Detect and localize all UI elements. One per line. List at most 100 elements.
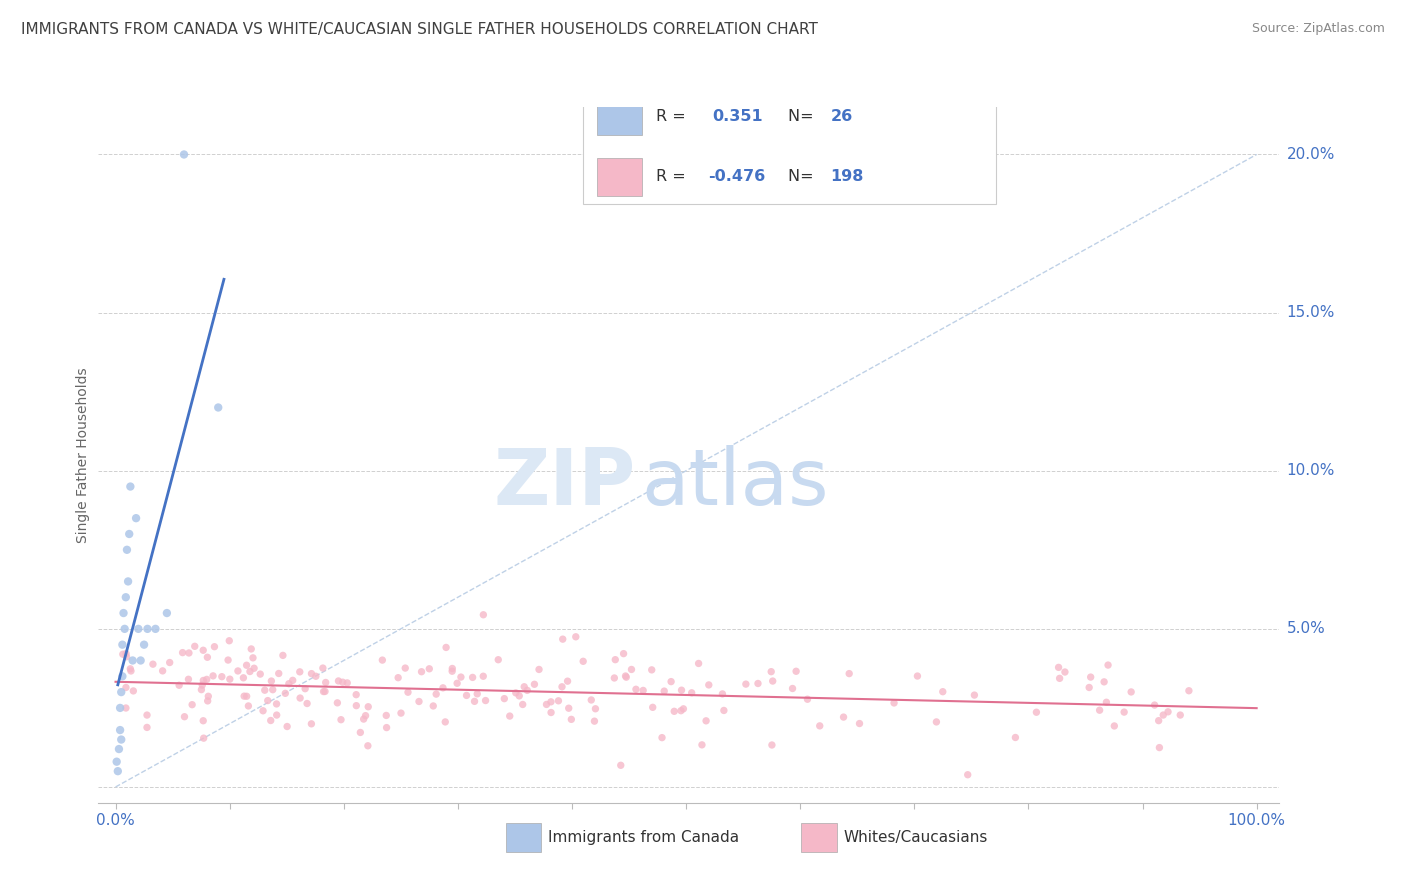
Point xyxy=(217,653,239,667)
Point xyxy=(107,764,129,779)
Point xyxy=(1143,698,1166,712)
Point xyxy=(734,677,756,691)
Point xyxy=(193,673,215,688)
Point xyxy=(883,696,905,710)
Point xyxy=(288,665,311,679)
Point xyxy=(603,671,626,685)
Point xyxy=(925,714,948,729)
Point xyxy=(536,698,558,712)
Point xyxy=(1078,681,1101,695)
Point xyxy=(191,678,214,692)
Point xyxy=(129,653,152,667)
Point xyxy=(446,676,468,690)
Point xyxy=(288,691,311,706)
Point xyxy=(389,706,412,720)
Point xyxy=(614,669,637,683)
Point xyxy=(177,673,200,687)
Point xyxy=(115,649,138,664)
Point xyxy=(512,698,534,712)
Point xyxy=(197,690,219,704)
Point xyxy=(344,688,367,702)
Point xyxy=(115,681,138,695)
Point xyxy=(132,638,155,652)
Point xyxy=(218,672,240,686)
Point xyxy=(456,689,478,703)
Point xyxy=(375,721,398,735)
Point xyxy=(152,664,174,678)
Point xyxy=(572,654,595,668)
Point xyxy=(472,607,495,622)
Point xyxy=(508,689,530,703)
Point xyxy=(1114,705,1136,719)
Point xyxy=(276,719,298,733)
Point xyxy=(620,663,643,677)
Point xyxy=(260,714,283,728)
Point xyxy=(202,669,225,683)
Text: N=: N= xyxy=(789,109,818,124)
Point xyxy=(301,666,323,681)
Point xyxy=(614,670,637,684)
Point xyxy=(441,661,464,675)
Point xyxy=(181,698,204,712)
Point xyxy=(260,673,283,688)
Point xyxy=(1168,708,1191,723)
Point xyxy=(1149,740,1171,755)
Point xyxy=(838,666,860,681)
Text: 10.0%: 10.0% xyxy=(1286,463,1334,478)
Point xyxy=(762,674,785,689)
Point xyxy=(785,665,807,679)
Point xyxy=(242,651,264,665)
Point xyxy=(494,691,516,706)
Point xyxy=(156,606,179,620)
Point xyxy=(432,681,454,695)
Point xyxy=(463,694,485,708)
Point xyxy=(127,622,149,636)
Y-axis label: Single Father Households: Single Father Households xyxy=(76,368,90,542)
Point xyxy=(557,701,579,715)
Point xyxy=(267,666,290,681)
Point xyxy=(112,606,135,620)
Point xyxy=(114,591,136,605)
Point xyxy=(669,704,692,718)
Point xyxy=(652,684,675,698)
Point xyxy=(315,675,337,690)
Point xyxy=(422,698,444,713)
Point xyxy=(581,693,603,707)
Point xyxy=(474,693,496,707)
Point xyxy=(1097,658,1119,673)
Point xyxy=(557,674,579,689)
Point xyxy=(610,758,633,772)
Point xyxy=(328,673,350,688)
Point xyxy=(516,683,538,698)
Point xyxy=(195,673,218,687)
Point xyxy=(173,709,195,723)
Point xyxy=(808,719,831,733)
Point xyxy=(832,710,855,724)
Point xyxy=(120,662,142,676)
Point xyxy=(235,658,257,673)
Point xyxy=(195,650,218,665)
Point xyxy=(565,630,588,644)
Point xyxy=(551,680,574,694)
Point xyxy=(108,701,131,715)
Point xyxy=(295,697,318,711)
Point xyxy=(560,712,582,726)
Point xyxy=(641,663,664,677)
Point xyxy=(326,696,349,710)
Point xyxy=(184,640,207,654)
Point xyxy=(238,698,260,713)
Point xyxy=(266,708,288,723)
Point xyxy=(159,656,181,670)
Point xyxy=(540,706,562,720)
Point xyxy=(167,678,190,692)
Point xyxy=(513,680,536,694)
Point xyxy=(408,694,430,708)
Text: Whites/Caucasians: Whites/Caucasians xyxy=(844,830,988,845)
Point xyxy=(1004,731,1026,745)
Point xyxy=(357,699,380,714)
Point xyxy=(583,714,606,728)
Point xyxy=(226,664,249,678)
FancyBboxPatch shape xyxy=(596,158,641,196)
Point xyxy=(605,653,627,667)
Text: ZIP: ZIP xyxy=(494,445,636,521)
